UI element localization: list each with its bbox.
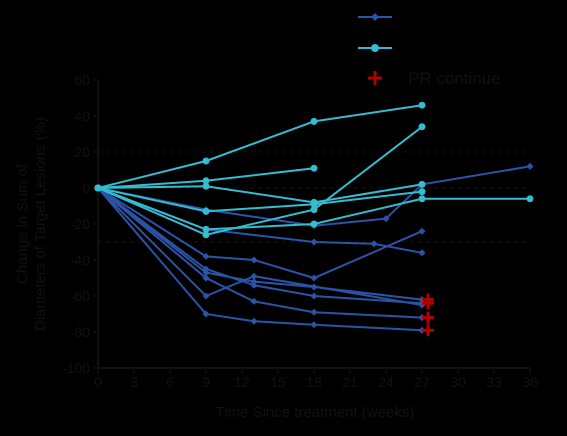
series-layer (94, 101, 534, 334)
y-tick-label: -40 (70, 252, 90, 268)
data-point-circle (418, 180, 426, 188)
data-point-circle (94, 184, 102, 192)
data-point-diamond (202, 269, 210, 277)
x-tick-label: 18 (306, 374, 322, 390)
y-tick-label: -20 (70, 216, 90, 232)
data-point-circle (418, 101, 426, 109)
data-point-circle (418, 195, 426, 203)
axes: 0 3 6 9 12 15 18 21 24 27 30 33 366040200-20-40-60-8… (62, 72, 538, 390)
y-tick-label: 0 (82, 180, 90, 196)
y-tick-label: -60 (70, 288, 90, 304)
series-line (97, 126, 423, 236)
data-point-circle (202, 157, 210, 165)
legend-marker-pr-cross (368, 71, 382, 85)
y-tick-label: 60 (74, 72, 90, 88)
legend-label-pr: PR continue (408, 69, 501, 88)
x-tick-label: 3 (130, 374, 138, 390)
data-point-diamond (382, 215, 390, 223)
data-point-diamond (202, 252, 210, 260)
data-point-circle (310, 206, 318, 214)
legend-marker-light-circle (371, 44, 379, 52)
pr-markers (422, 293, 434, 337)
x-tick-label: 0 (94, 374, 102, 390)
series-line (97, 183, 423, 204)
y-axis-title-line2: Diameters of Target Lesions (%) (32, 117, 49, 331)
data-point-circle (202, 225, 210, 233)
data-point-circle (310, 220, 318, 228)
data-point-circle (202, 207, 210, 215)
pr-continue-cross (422, 311, 434, 324)
data-point-diamond (202, 310, 210, 318)
series-line (97, 187, 423, 306)
data-point-diamond (310, 308, 318, 316)
data-point-diamond (310, 238, 318, 246)
y-tick-label: -80 (70, 324, 90, 340)
data-point-diamond (310, 321, 318, 329)
data-point-diamond (250, 278, 258, 286)
legend: PR continue (358, 13, 501, 88)
x-tick-label: 27 (414, 374, 430, 390)
data-point-diamond (250, 256, 258, 264)
series-line (97, 104, 423, 189)
data-point-circle (202, 231, 210, 239)
x-tick-label: 12 (234, 374, 250, 390)
series-dark-7 (94, 184, 426, 309)
data-point-circle (526, 195, 534, 203)
data-point-circle (202, 182, 210, 190)
data-point-diamond (418, 227, 426, 235)
series-line (97, 165, 531, 227)
series-dark-2 (94, 184, 426, 307)
data-point-circle (202, 177, 210, 185)
series-line (97, 187, 423, 213)
data-point-diamond (202, 265, 210, 273)
y-tick-label: -100 (62, 360, 90, 376)
x-tick-label: 21 (342, 374, 358, 390)
pr-continue-cross (422, 297, 434, 310)
data-point-circle (310, 117, 318, 125)
y-tick-label: 20 (74, 144, 90, 160)
data-point-diamond (418, 249, 426, 257)
series-line (97, 187, 423, 280)
data-point-diamond (250, 272, 258, 280)
x-tick-label: 36 (522, 374, 538, 390)
data-point-diamond (526, 162, 534, 170)
pr-continue-cross (422, 324, 434, 337)
data-point-diamond (310, 274, 318, 282)
y-axis-title-line1: Change in Sum of (14, 163, 31, 284)
data-point-circle (418, 188, 426, 196)
x-tick-label: 33 (486, 374, 502, 390)
x-tick-label: 9 (202, 374, 210, 390)
x-tick-label: 15 (270, 374, 286, 390)
data-point-circle (310, 164, 318, 172)
data-point-diamond (310, 292, 318, 300)
data-point-circle (418, 123, 426, 131)
data-point-diamond (250, 281, 258, 289)
data-point-diamond (250, 317, 258, 325)
x-tick-label: 6 (166, 374, 174, 390)
series-light-13 (94, 184, 534, 233)
data-point-diamond (250, 297, 258, 305)
y-tick-label: 40 (74, 108, 90, 124)
legend-marker-dark-diamond (371, 13, 379, 21)
series-light-8 (94, 101, 426, 192)
data-point-diamond (370, 240, 378, 248)
x-tick-label: 24 (378, 374, 394, 390)
data-point-circle (310, 200, 318, 208)
data-point-diamond (202, 292, 210, 300)
x-tick-label: 30 (450, 374, 466, 390)
data-point-diamond (202, 274, 210, 282)
x-axis-title: Time Since treatment (weeks) (216, 404, 415, 421)
